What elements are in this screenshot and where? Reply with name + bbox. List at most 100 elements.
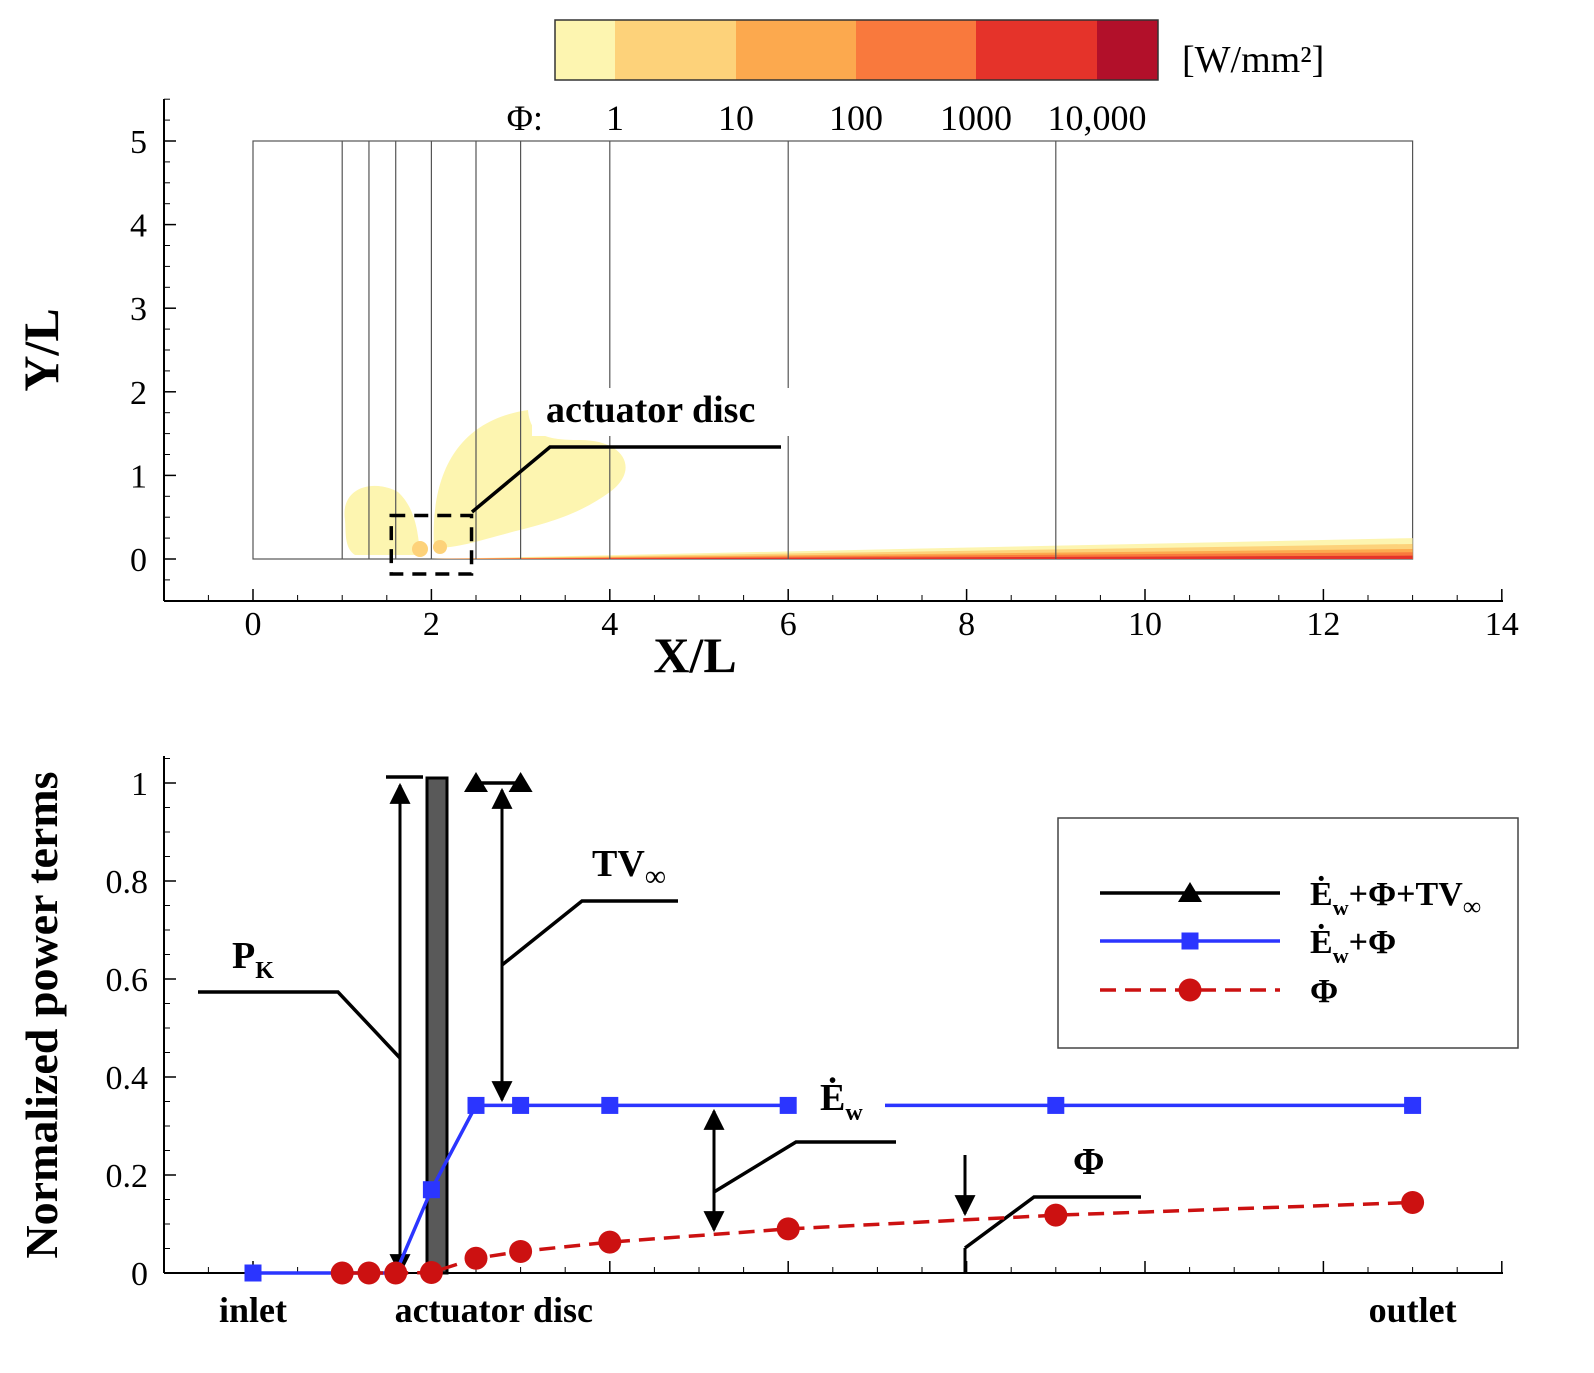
top-x-tick-label: 10 (1128, 606, 1162, 643)
dissipation-field (252, 140, 1414, 560)
category-label-2: outlet (1369, 1290, 1457, 1330)
legend-entry-2: Ėw+Φ (1310, 923, 1396, 968)
legend-marks (1100, 882, 1280, 1002)
top-y-tick-label: 4 (130, 208, 147, 245)
series-group (244, 772, 1425, 1285)
legend: Ėw+Φ+TV∞ Ėw+Φ Φ (1057, 817, 1519, 1049)
series-ew-phi-point-5 (467, 1096, 485, 1114)
colorbar-tick-2: 100 (829, 98, 883, 138)
station-lines (341, 141, 1057, 559)
top-x-tick-label: 2 (423, 606, 440, 643)
bottom-y-tick-label: 0.4 (106, 1060, 149, 1097)
bottom-y-tick-label: 1 (131, 766, 148, 803)
legend-marker-1 (1181, 932, 1199, 950)
pk-leader (198, 990, 402, 1060)
series-phi-point-9 (1401, 1190, 1425, 1214)
top-x-tick-label: 4 (601, 606, 618, 643)
wake-layer-5 (431, 555, 1413, 559)
tv-leader (500, 899, 678, 967)
series-total-point-1 (508, 772, 533, 792)
y-axis-label-bottom: Normalized power terms (16, 771, 67, 1258)
legend-box (1057, 817, 1519, 1049)
top-y-tick-label: 2 (130, 375, 147, 412)
colorbar-swatch-1 (615, 20, 736, 80)
series-ew-phi-point-6 (512, 1096, 530, 1114)
ew-label-bg (800, 1080, 884, 1132)
legend-marker-2 (1178, 978, 1202, 1002)
colorbar-tick-3: 1000 (940, 98, 1012, 138)
series-phi-point-3 (419, 1261, 443, 1285)
colorbar-swatch-0 (555, 20, 615, 80)
series-phi-point-1 (357, 1261, 381, 1285)
colorbar-tick-1: 10 (718, 98, 754, 138)
bottom-annotations (198, 775, 1141, 1276)
series-ew-phi-point-9 (1047, 1096, 1065, 1114)
series-ew-phi-point-8 (779, 1096, 797, 1114)
top-y-tick-label: 3 (130, 291, 147, 328)
annot-ew: Ėw (820, 1077, 863, 1126)
top-x-tick-label: 6 (780, 606, 797, 643)
bottom-y-tick-label: 0.8 (106, 864, 149, 901)
colorbar-swatch-4 (976, 20, 1097, 80)
series-phi-point-7 (776, 1217, 800, 1241)
field-blob-left (344, 485, 420, 555)
series-phi-point-6 (598, 1230, 622, 1254)
actuator-disc-bar (425, 776, 449, 1275)
contour-plot: [W/mm²] Φ: 1 10 100 1000 10,000 0 2 4 6 8 10 12 140… (13, 19, 1519, 683)
field-blob-right (433, 410, 626, 548)
y-axis-label: Y/L (13, 308, 69, 391)
top-x-tick-label: 8 (958, 606, 975, 643)
top-y-tick-label: 1 (130, 458, 147, 495)
power-terms-plot: 00.20.40.60.81 inlet actuator disc outlet … (16, 756, 1519, 1330)
series-ew-phi-point-10 (1404, 1096, 1422, 1114)
legend-marker-0 (1178, 882, 1202, 902)
category-label-1: actuator disc (395, 1290, 593, 1330)
bottom-y-tick-label: 0.2 (106, 1158, 149, 1195)
series-total-point-0 (464, 772, 488, 792)
annot-phi: Φ (1073, 1141, 1105, 1183)
ew-leader (713, 1140, 896, 1194)
leader-line (470, 445, 781, 514)
top-y-tick-label: 5 (130, 124, 147, 161)
colorbar-tick-0: 1 (606, 98, 624, 138)
series-ew-phi-point-0 (244, 1264, 262, 1282)
phi-leader (963, 1195, 1141, 1250)
actuator-disc-label: actuator disc (546, 389, 755, 431)
category-label-0: inlet (219, 1290, 287, 1330)
colorbar (554, 19, 1159, 81)
series-phi-line (342, 1200, 1413, 1275)
hotspot-2 (433, 540, 447, 554)
bottom-y-tick-label: 0.6 (106, 962, 149, 999)
top-y-tick-label: 0 (130, 542, 147, 579)
top-x-tick-label: 14 (1485, 606, 1519, 643)
colorbar-tick-labels: 1 10 100 1000 10,000 (606, 98, 1147, 138)
colorbar-tick-4: 10,000 (1048, 98, 1147, 138)
category-labels: inlet actuator disc outlet (219, 1290, 1457, 1330)
hotspot-1 (412, 541, 428, 557)
colorbar-unit: [W/mm²] (1182, 39, 1324, 81)
colorbar-swatch-2 (736, 20, 856, 80)
domain-boundary (252, 140, 1414, 560)
annot-pk: PK (232, 935, 274, 984)
series-phi-point-4 (464, 1246, 488, 1270)
series-phi-point-0 (330, 1261, 354, 1285)
legend-entry-3: Φ (1310, 973, 1338, 1010)
colorbar-frame (554, 19, 1159, 81)
colorbar-swatch-5 (1097, 20, 1158, 80)
bottom-y-tick-label: 0 (131, 1256, 148, 1293)
series-phi-point-5 (509, 1239, 533, 1263)
top-x-tick-label: 0 (245, 606, 262, 643)
series-phi-point-2 (384, 1261, 408, 1285)
annot-tvinf: TV∞ (592, 843, 666, 893)
series-ew-phi-point-4 (422, 1181, 440, 1199)
actuator-annotation (389, 388, 792, 576)
top-x-tick-label: 12 (1306, 606, 1340, 643)
legend-entry-1: Ėw+Φ+TV∞ (1310, 875, 1481, 921)
series-phi-point-8 (1044, 1203, 1068, 1227)
x-axis-label: X/L (653, 627, 736, 683)
colorbar-prefix: Φ: (507, 98, 543, 138)
colorbar-swatch-3 (856, 20, 976, 80)
series-ew-phi-point-7 (601, 1096, 619, 1114)
